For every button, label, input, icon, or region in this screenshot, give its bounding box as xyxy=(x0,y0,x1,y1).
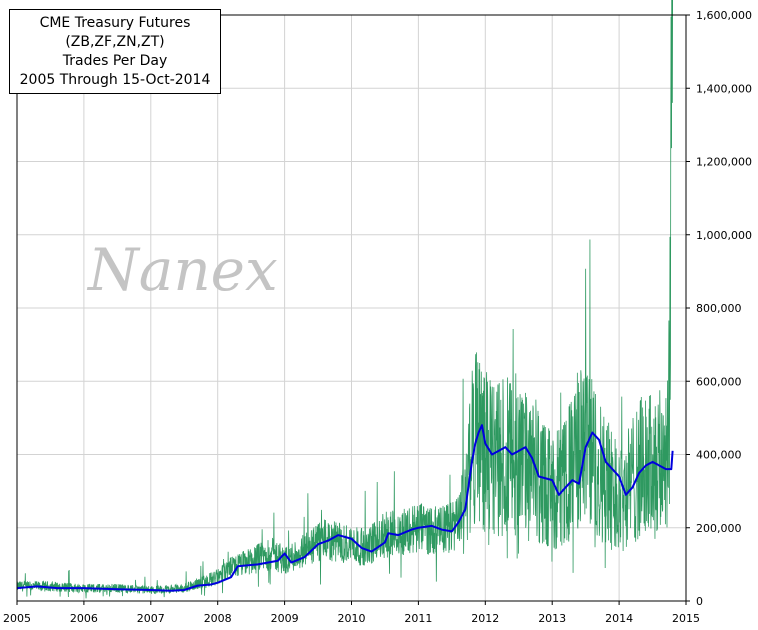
y-tick-label: 1,600,000 xyxy=(696,9,752,22)
chart-title-box: CME Treasury Futures (ZB,ZF,ZN,ZT) Trade… xyxy=(9,9,221,94)
title-line-3: Trades Per Day xyxy=(62,52,168,69)
x-tick-label: 2005 xyxy=(3,612,31,625)
x-tick-label: 2015 xyxy=(672,612,700,625)
x-tick-label: 2014 xyxy=(605,612,633,625)
title-line-1: CME Treasury Futures xyxy=(39,14,191,31)
title-line-2: (ZB,ZF,ZN,ZT) xyxy=(65,33,165,50)
x-tick-label: 2008 xyxy=(204,612,232,625)
daily-trades-line xyxy=(16,0,674,599)
y-tick-label: 400,000 xyxy=(696,449,742,462)
title-line-4: 2005 Through 15-Oct-2014 xyxy=(19,71,211,88)
y-tick-label: 0 xyxy=(696,595,703,608)
y-tick-label: 1,200,000 xyxy=(696,156,752,169)
x-tick-label: 2011 xyxy=(404,612,432,625)
y-tick-label: 200,000 xyxy=(696,522,742,535)
series-layer xyxy=(16,0,674,599)
x-tick-label: 2007 xyxy=(137,612,165,625)
x-tick-label: 2010 xyxy=(338,612,366,625)
nanex-watermark: Nanex xyxy=(88,236,278,304)
x-tick-label: 2012 xyxy=(471,612,499,625)
axis-ticks: 2005 2006 2007 2008 2009 2010 2011 2012 2013 2014… xyxy=(3,9,752,625)
y-tick-label: 600,000 xyxy=(696,375,742,388)
y-tick-label: 1,000,000 xyxy=(696,229,752,242)
x-tick-label: 2013 xyxy=(538,612,566,625)
y-tick-label: 800,000 xyxy=(696,302,742,315)
y-tick-label: 1,400,000 xyxy=(696,82,752,95)
x-tick-label: 2009 xyxy=(271,612,299,625)
x-tick-label: 2006 xyxy=(70,612,98,625)
moving-average-line xyxy=(16,424,674,592)
